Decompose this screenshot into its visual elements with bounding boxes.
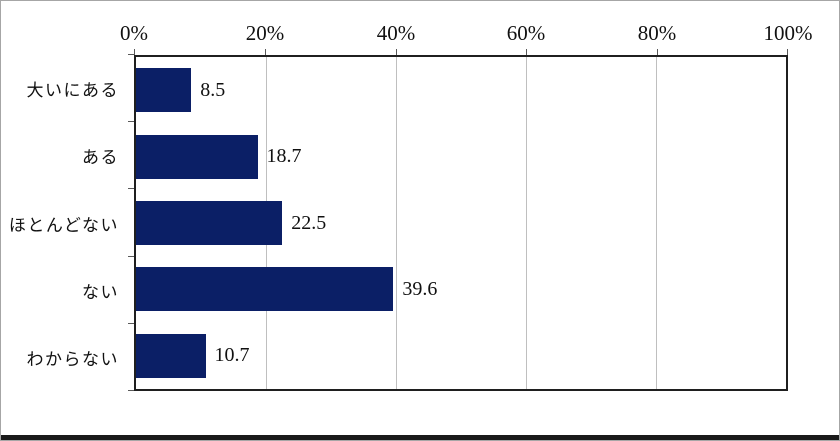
plot-area: 8.5 18.7 22.5 39.6 10.7: [134, 55, 788, 391]
canvas-bottom-edge: [1, 435, 839, 440]
category-label: ほとんどない: [8, 215, 119, 235]
bar-row: 39.6: [136, 256, 786, 322]
x-axis-tick-mark: [526, 49, 527, 55]
bar-row: 18.7: [136, 123, 786, 189]
bar-ほとんどない: [136, 201, 283, 246]
value-label: 39.6: [402, 277, 438, 300]
x-tick-label-80: 80%: [637, 21, 677, 45]
category-label: わからない: [26, 349, 119, 369]
bar-わからない: [136, 333, 206, 378]
y-axis-tick-mark: [128, 390, 134, 391]
category-label: ない: [82, 282, 119, 302]
value-label: 8.5: [200, 78, 226, 101]
value-label: 18.7: [266, 145, 302, 168]
bar-row: 8.5: [136, 57, 786, 123]
category-axis-labels: 大いにある ある ほとんどない ない わからない: [1, 55, 119, 391]
value-label: 10.7: [214, 344, 250, 367]
bar-ある: [136, 134, 258, 179]
category-label: ある: [82, 148, 119, 168]
bar-row: 22.5: [136, 190, 786, 256]
bar-row: 10.7: [136, 323, 786, 389]
y-axis-tick-mark: [128, 54, 134, 55]
x-axis-tick-mark: [134, 49, 135, 55]
value-label: 22.5: [291, 211, 327, 234]
bar-大いにある: [136, 68, 192, 113]
gridline-60: [526, 57, 527, 389]
bar-ない: [136, 267, 394, 312]
category-label: 大いにある: [26, 81, 119, 101]
y-axis-tick-mark: [128, 256, 134, 257]
x-axis-tick-mark: [265, 49, 266, 55]
y-axis-tick-mark: [128, 188, 134, 189]
gridline-80: [656, 57, 657, 389]
x-tick-label-40: 40%: [376, 21, 416, 45]
x-tick-label-0: 0%: [120, 21, 148, 45]
bar-rows: 8.5 18.7 22.5 39.6 10.7: [136, 57, 786, 389]
x-tick-label-20: 20%: [245, 21, 285, 45]
y-axis-tick-mark: [128, 121, 134, 122]
x-axis-tick-mark: [657, 49, 658, 55]
y-axis-tick-mark: [128, 323, 134, 324]
x-tick-label-60: 60%: [506, 21, 546, 45]
x-axis-tick-mark: [396, 49, 397, 55]
x-tick-label-100: 100%: [763, 21, 813, 45]
x-axis-tick-mark: [787, 49, 788, 55]
gridline-40: [396, 57, 397, 389]
